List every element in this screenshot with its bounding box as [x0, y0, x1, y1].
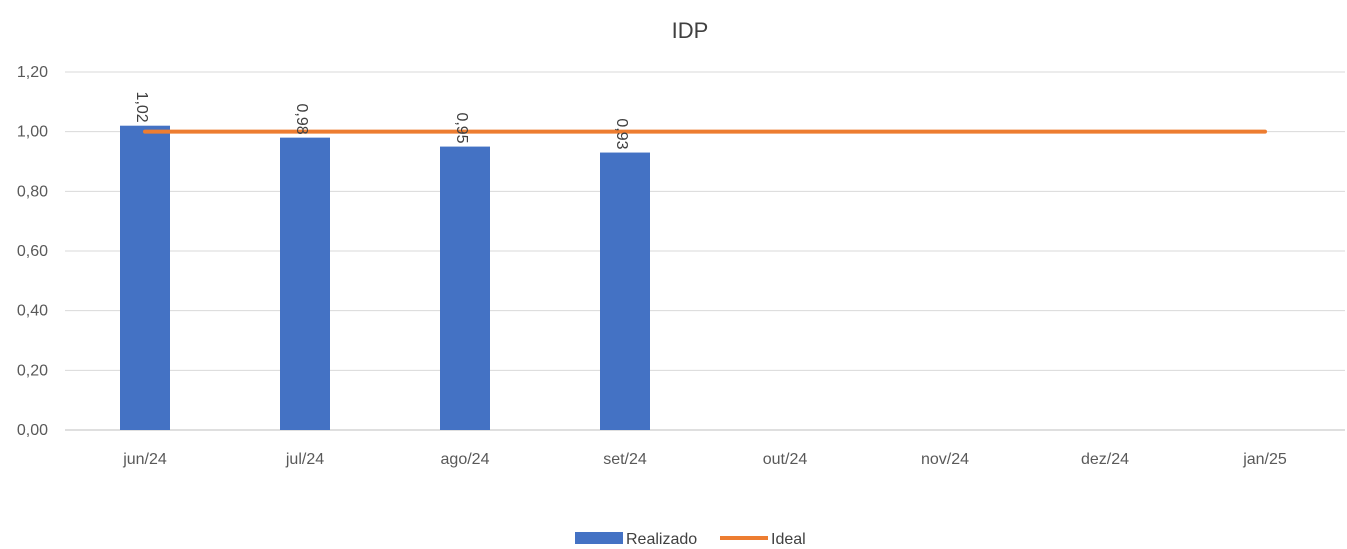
- x-tick-label: out/24: [763, 451, 808, 468]
- legend: Realizado Ideal: [575, 531, 806, 548]
- legend-realizado-swatch: [575, 532, 623, 544]
- legend-realizado-label: Realizado: [626, 531, 697, 548]
- data-label: 0,93: [613, 118, 630, 149]
- gridlines: [65, 71, 1345, 431]
- bar: [120, 125, 170, 430]
- data-label: 1,02: [133, 92, 150, 123]
- y-tick-label: 1,00: [17, 124, 48, 141]
- y-tick-label: 0,40: [17, 303, 48, 320]
- y-axis: 0,00 0,20 0,40 0,60 0,80 1,00 1,20: [17, 64, 48, 439]
- y-tick-label: 0,00: [17, 422, 48, 439]
- x-tick-label: jan/25: [1242, 451, 1287, 468]
- x-axis: jun/24 jul/24 ago/24 set/24 out/24 nov/24 dez/…: [122, 451, 1287, 468]
- x-tick-label: dez/24: [1081, 451, 1129, 468]
- y-tick-label: 1,20: [17, 64, 48, 81]
- x-tick-label: jul/24: [285, 451, 324, 468]
- legend-ideal-label: Ideal: [771, 531, 806, 548]
- chart-title: IDP: [672, 18, 709, 43]
- data-labels: 1,02 0,98 0,95 0,93: [133, 92, 630, 150]
- y-tick-label: 0,60: [17, 243, 48, 260]
- x-tick-label: jun/24: [122, 451, 167, 468]
- y-tick-label: 0,20: [17, 362, 48, 379]
- bar: [440, 146, 490, 431]
- data-label: 0,95: [453, 112, 470, 143]
- bar-series-realizado: [120, 125, 650, 431]
- bar: [280, 137, 330, 430]
- data-label: 0,98: [293, 103, 310, 134]
- x-tick-label: set/24: [603, 451, 647, 468]
- x-tick-label: nov/24: [921, 451, 969, 468]
- y-tick-label: 0,80: [17, 183, 48, 200]
- bar: [600, 152, 650, 431]
- x-tick-label: ago/24: [441, 451, 490, 468]
